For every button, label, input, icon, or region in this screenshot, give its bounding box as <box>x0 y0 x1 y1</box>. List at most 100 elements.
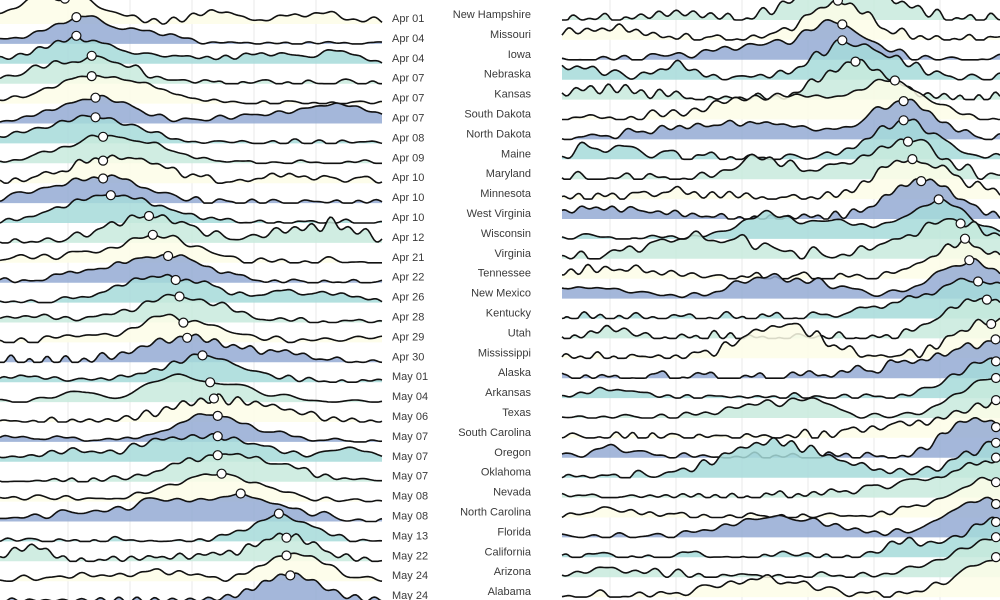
ridge-area <box>0 354 382 383</box>
series-label: Apr 07 <box>392 73 424 85</box>
peak-marker <box>205 377 216 388</box>
series-label: Iowa <box>508 49 532 61</box>
series-label: Apr 30 <box>392 351 424 363</box>
series-label: Apr 08 <box>392 132 424 144</box>
series-label: May 08 <box>392 511 428 523</box>
ridge-line <box>0 273 383 304</box>
series-label: Apr 09 <box>392 152 424 164</box>
ridge-line <box>0 94 383 123</box>
peak-marker <box>178 317 189 328</box>
panel-states: New Hampshire Missouri Iowa Nebraska Kansas S… <box>453 0 1000 598</box>
ridge-line <box>561 436 1000 479</box>
peak-marker <box>174 291 185 302</box>
ridge-line <box>561 158 1000 200</box>
ridge-area <box>562 39 1000 80</box>
peak-marker <box>990 516 1000 528</box>
peak-marker <box>197 350 208 361</box>
series-label: May 06 <box>392 411 428 423</box>
series-label: May 24 <box>392 590 428 600</box>
ridge-line <box>562 0 1000 21</box>
ridge-line <box>0 433 383 459</box>
peak-marker <box>97 173 109 184</box>
ridge-line <box>0 154 383 184</box>
series-label: Virginia <box>495 248 532 260</box>
peak-marker <box>208 393 219 404</box>
ridge-area <box>562 159 1000 200</box>
peak-marker <box>170 274 181 286</box>
series-label: New Hampshire <box>453 9 531 21</box>
ridge-line <box>0 214 383 244</box>
peak-marker <box>273 508 284 519</box>
ridge-area <box>562 198 1000 239</box>
series-label: Kentucky <box>486 308 532 320</box>
ridge-line <box>0 293 383 324</box>
series-label: Texas <box>502 407 531 419</box>
ridge-line <box>561 277 1000 320</box>
peak-marker <box>216 468 227 479</box>
series-label: Arkansas <box>485 387 531 399</box>
ridge-line <box>0 253 383 284</box>
series-label: Apr 10 <box>392 212 424 224</box>
peak-marker <box>90 112 101 123</box>
peak-marker <box>837 19 848 30</box>
series-label: New Mexico <box>471 288 531 300</box>
peak-marker <box>990 334 1000 345</box>
peak-marker <box>71 30 82 41</box>
series-label: Wisconsin <box>481 228 531 240</box>
peak-marker <box>285 570 296 581</box>
ridge-line <box>0 234 382 264</box>
ridge-line <box>0 452 382 483</box>
ridge-area <box>0 413 382 442</box>
series-label: Apr 07 <box>392 113 424 125</box>
ridge-area <box>562 0 1000 40</box>
series-label: May 07 <box>392 471 428 483</box>
series-label: May 22 <box>392 550 428 562</box>
peak-marker <box>281 532 292 543</box>
ridge-area <box>0 294 382 323</box>
ridge-area <box>0 195 382 223</box>
peak-marker <box>143 210 155 222</box>
series-label: May 01 <box>392 371 428 383</box>
series-label: Apr 12 <box>392 232 424 244</box>
peak-marker <box>86 70 97 82</box>
peak-marker <box>105 190 116 201</box>
peak-marker <box>990 452 1000 463</box>
ridge-line <box>0 373 383 403</box>
peak-marker <box>916 176 927 187</box>
ridge-line <box>561 19 1000 61</box>
peak-marker <box>97 131 109 142</box>
ridge-area <box>0 254 382 283</box>
ridge-line <box>0 174 383 204</box>
ridge-line <box>561 138 1000 180</box>
ridge-line <box>561 118 1000 161</box>
ridge-line <box>0 194 383 224</box>
ridge-area <box>562 318 1000 359</box>
ridge-line <box>561 257 1000 299</box>
peak-marker <box>902 136 914 147</box>
ridge-line <box>561 337 1000 379</box>
peak-marker <box>97 155 109 166</box>
ridge-line <box>561 198 1000 240</box>
series-label: South Carolina <box>458 427 532 439</box>
ridge-line <box>0 54 382 85</box>
peak-marker <box>990 422 1000 433</box>
ridge-line <box>0 134 382 165</box>
ridge-line <box>0 114 383 145</box>
peak-marker <box>59 0 70 4</box>
peak-marker <box>986 318 997 330</box>
series-label: May 08 <box>392 491 428 503</box>
series-label: Apr 10 <box>392 172 424 184</box>
peak-marker <box>964 255 975 266</box>
ridge-line <box>0 492 383 523</box>
ridge-line <box>0 552 383 582</box>
series-label: Alabama <box>488 586 532 598</box>
ridge-area <box>0 214 382 243</box>
ridge-area <box>562 497 1000 538</box>
series-label: Apr 28 <box>392 312 424 324</box>
ridge-area <box>562 397 1000 438</box>
series-label: West Virginia <box>467 208 532 220</box>
ridge-area <box>562 0 1000 20</box>
series-label: Alaska <box>498 367 532 379</box>
peak-marker <box>898 95 909 107</box>
peak-marker <box>933 194 944 205</box>
